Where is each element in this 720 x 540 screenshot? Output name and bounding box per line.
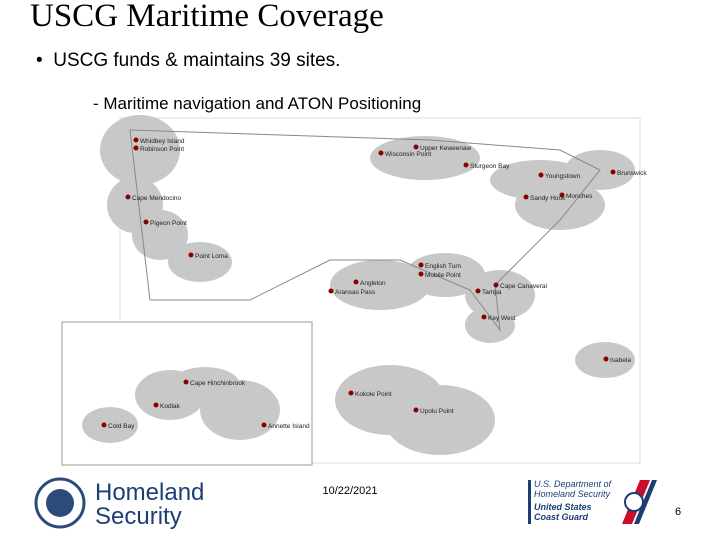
date: 10/22/2021 [322, 485, 377, 497]
site-label: Mobile Point [425, 272, 461, 279]
site-label: Cape Hinchinbrook [190, 380, 246, 387]
site-label: Cape Mendocino [132, 195, 182, 202]
site-marker [183, 379, 189, 385]
site-label: Brunswick [617, 170, 647, 177]
site-label: Key West [488, 315, 516, 322]
site-marker [481, 314, 487, 320]
site-label: Sandy Hook [530, 195, 566, 202]
site-marker [413, 144, 419, 150]
site-label: Cold Bay [108, 423, 135, 430]
site-marker [603, 356, 609, 362]
uscg-logo-text: United States [534, 502, 592, 512]
site-marker [143, 219, 149, 225]
bullet: • USCG funds & maintains 39 sites. [36, 50, 341, 71]
site-marker [418, 271, 424, 277]
site-marker [463, 162, 469, 168]
site-marker [559, 192, 565, 198]
site-marker [188, 252, 194, 258]
coverage-areas [100, 115, 635, 455]
site-marker [261, 422, 267, 428]
site-marker [133, 145, 139, 151]
site-label: English Turn [425, 263, 462, 270]
site-marker [125, 194, 131, 200]
dhs-logo-text: Homeland [95, 479, 204, 506]
site-label: Upper Keweenaw [420, 145, 472, 152]
site-label: Moriches [566, 193, 593, 200]
uscg-bar [528, 480, 531, 524]
bullet-text: USCG funds & maintains 39 sites. [53, 50, 341, 71]
site-label: Aransas Pass [335, 289, 376, 296]
uscg-logo-text: Coast Guard [534, 512, 589, 522]
site-label: Robinson Point [140, 146, 184, 153]
site-label: Isabela [610, 357, 631, 364]
site-marker [328, 288, 334, 294]
page-number: 6 [675, 506, 681, 518]
site-marker [101, 422, 107, 428]
site-marker [418, 262, 424, 268]
site-label: Cape Canaveral [500, 283, 548, 290]
site-label: Annette Island [268, 423, 310, 430]
site-label: Youngstown [545, 173, 581, 180]
site-marker [610, 169, 616, 175]
site-marker [523, 194, 529, 200]
site-label: Sturgeon Bay [470, 163, 510, 170]
site-label: Whidbey Island [140, 138, 185, 145]
site-marker [133, 137, 139, 143]
site-marker [353, 279, 359, 285]
alaska-coverage [82, 367, 280, 443]
site-label: Upolu Point [420, 408, 454, 415]
site-label: Kokole Point [355, 391, 392, 398]
coastline [129, 129, 601, 332]
site-label: Tampa [482, 289, 502, 296]
uscg-stripe [634, 480, 657, 524]
site-marker [538, 172, 544, 178]
uscg-logo-text: Homeland Security [534, 489, 611, 499]
uscg-emblem [624, 492, 644, 512]
site-marker [348, 390, 354, 396]
site-label: Wisconsin Point [385, 151, 431, 158]
site-label: Point Loma [195, 253, 228, 260]
site-label: Pigeon Point [150, 220, 187, 227]
site-marker [475, 288, 481, 294]
slide-title: USCG Maritime Coverage [30, 0, 384, 34]
site-marker [378, 150, 384, 156]
site-marker [153, 402, 159, 408]
sub-bullet: - Maritime navigation and ATON Positioni… [93, 94, 422, 113]
site-marker [413, 407, 419, 413]
dhs-logo-text: Security [95, 503, 182, 530]
uscg-logo-text: U.S. Department of [534, 479, 613, 489]
site-label: Kodiak [160, 403, 181, 410]
site-marker [493, 282, 499, 288]
dhs-seal-inner [46, 489, 74, 517]
site-label: Angleton [360, 280, 386, 287]
sub-bullet-text: Maritime navigation and ATON Positioning [103, 94, 422, 113]
